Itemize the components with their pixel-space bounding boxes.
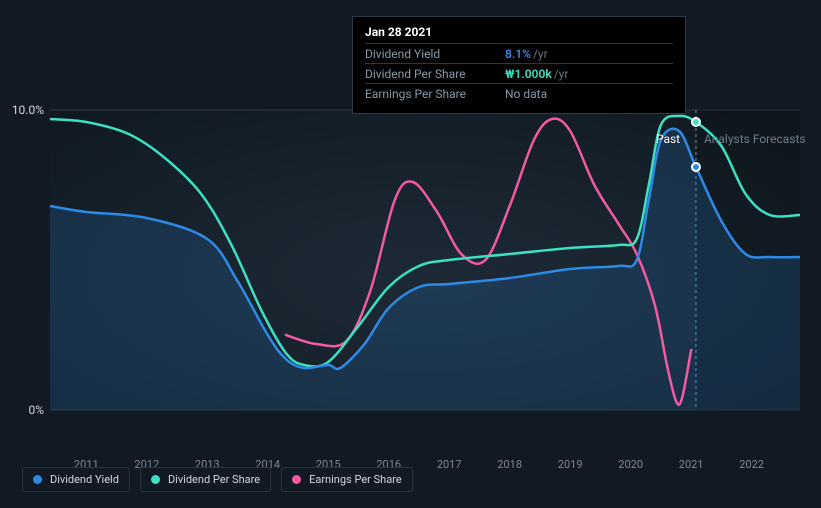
legend-item[interactable]: Dividend Yield [22, 467, 130, 492]
legend-label: Dividend Per Share [168, 473, 260, 486]
legend-item[interactable]: Dividend Per Share [140, 467, 271, 492]
x-axis-label: 2017 [437, 458, 462, 471]
y-axis-label: 0% [28, 403, 44, 417]
legend-dot-icon [33, 475, 42, 484]
tooltip-rows: Dividend Yield8.1%/yrDividend Per Share₩… [365, 43, 673, 103]
legend-label: Dividend Yield [50, 473, 119, 486]
tooltip-value: ₩1.000k/yr [505, 67, 568, 81]
tooltip-label: Dividend Yield [365, 47, 505, 61]
tooltip-label: Dividend Per Share [365, 67, 505, 81]
x-axis-label: 2018 [497, 458, 522, 471]
legend-item[interactable]: Earnings Per Share [281, 467, 413, 492]
tooltip-value: No data [505, 87, 547, 101]
legend: Dividend Yield Dividend Per Share Earnings… [22, 467, 413, 492]
legend-dot-icon [151, 475, 160, 484]
tooltip-value: 8.1%/yr [505, 47, 548, 61]
tooltip-label: Earnings Per Share [365, 87, 505, 101]
x-axis-label: 2022 [739, 458, 764, 471]
tooltip-date: Jan 28 2021 [365, 25, 673, 39]
annotation-forecasts: Analysts Forecasts [704, 132, 806, 146]
x-axis-label: 2019 [558, 458, 583, 471]
legend-dot-icon [292, 475, 301, 484]
x-axis-label: 2021 [679, 458, 704, 471]
y-axis-label: 10.0% [12, 103, 44, 117]
chart-container: 0%10.0%201120122013201420152016201720182… [0, 0, 821, 508]
chart-tooltip: Jan 28 2021 Dividend Yield8.1%/yrDividen… [352, 16, 686, 114]
tooltip-row: Dividend Yield8.1%/yr [365, 43, 673, 63]
tooltip-row: Dividend Per Share₩1.000k/yr [365, 63, 673, 83]
annotation-past: Past [656, 132, 680, 146]
legend-label: Earnings Per Share [309, 473, 402, 486]
tooltip-row: Earnings Per ShareNo data [365, 83, 673, 103]
x-axis-label: 2020 [618, 458, 643, 471]
